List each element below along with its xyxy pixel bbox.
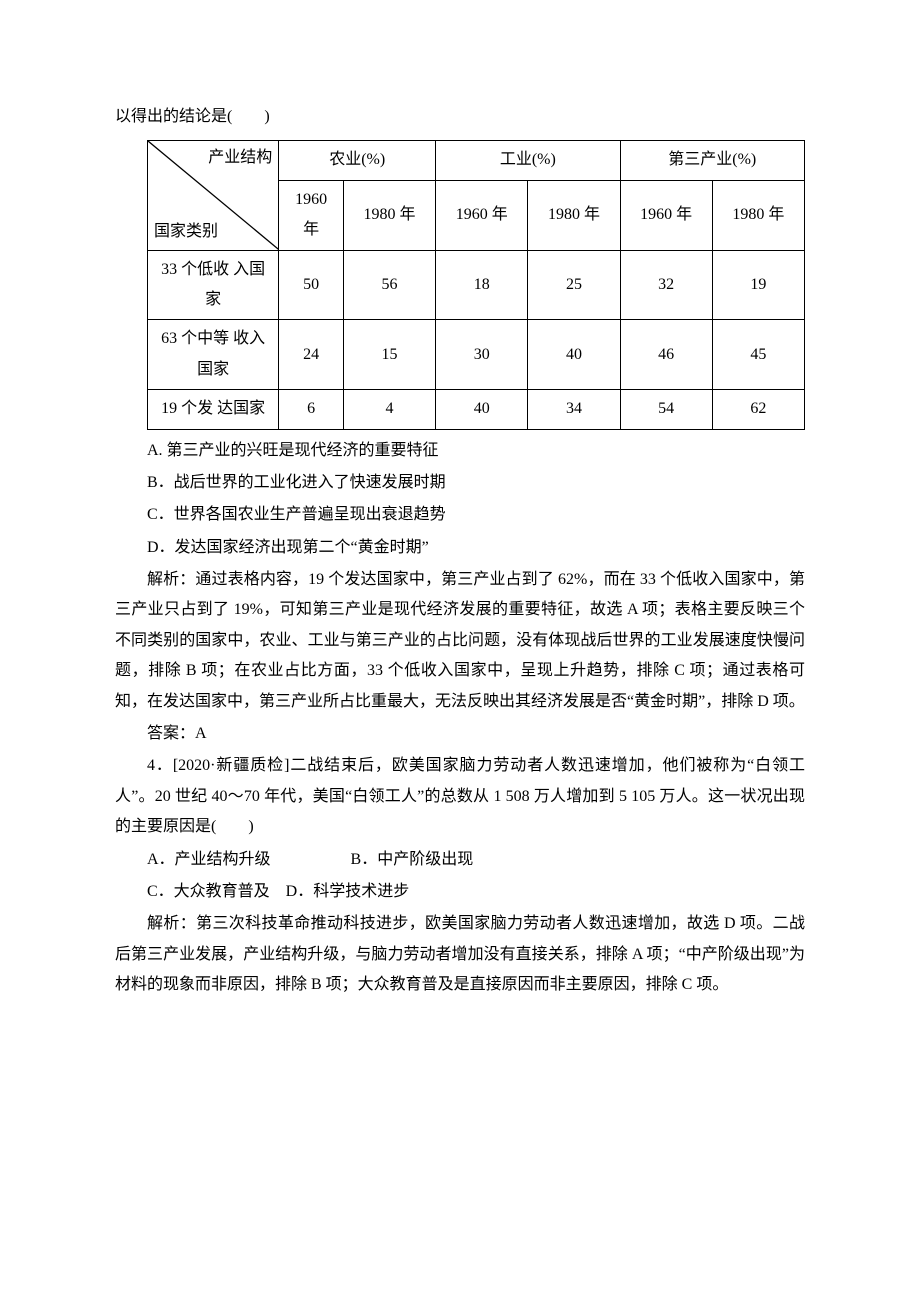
cell: 32 xyxy=(620,250,712,320)
cell: 50 xyxy=(279,250,344,320)
sub-header: 1960 年 xyxy=(436,180,528,250)
cell: 19 xyxy=(712,250,804,320)
diag-top-label: 产业结构 xyxy=(208,143,272,173)
cell: 18 xyxy=(436,250,528,320)
cell: 56 xyxy=(343,250,435,320)
cell: 62 xyxy=(712,390,804,429)
cell: 34 xyxy=(528,390,620,429)
cell: 40 xyxy=(528,320,620,390)
q3-option-b: B．战后世界的工业化进入了快速发展时期 xyxy=(115,468,805,498)
q3-option-d: D．发达国家经济出现第二个“黄金时期” xyxy=(115,533,805,563)
q4-options-line2: C．大众教育普及 D．科学技术进步 xyxy=(115,877,805,907)
cell: 6 xyxy=(279,390,344,429)
cell: 4 xyxy=(343,390,435,429)
sub-header: 1960 年 xyxy=(279,180,344,250)
cell: 24 xyxy=(279,320,344,390)
industry-table: 产业结构 国家类别 农业(%) 工业(%) 第三产业(%) 1960 年 198… xyxy=(147,140,805,429)
cell: 45 xyxy=(712,320,804,390)
row-label: 19 个发 达国家 xyxy=(148,390,279,429)
row-label: 63 个中等 收入国家 xyxy=(148,320,279,390)
cell: 54 xyxy=(620,390,712,429)
cell: 40 xyxy=(436,390,528,429)
q4-options-line1: A．产业结构升级 B．中产阶级出现 xyxy=(115,845,805,875)
q4-analysis: 解析：第三次科技革命推动科技进步，欧美国家脑力劳动者人数迅速增加，故选 D 项。… xyxy=(115,909,805,1000)
col-group-agri: 农业(%) xyxy=(279,141,436,180)
sub-header: 1980 年 xyxy=(528,180,620,250)
sub-header: 1980 年 xyxy=(712,180,804,250)
q3-answer: 答案：A xyxy=(115,719,805,749)
sub-header: 1980 年 xyxy=(343,180,435,250)
cell: 25 xyxy=(528,250,620,320)
col-group-tert: 第三产业(%) xyxy=(620,141,804,180)
table-row: 63 个中等 收入国家 24 15 30 40 46 45 xyxy=(148,320,805,390)
col-group-ind: 工业(%) xyxy=(436,141,620,180)
table-row: 19 个发 达国家 6 4 40 34 54 62 xyxy=(148,390,805,429)
q4-stem: 4．[2020·新疆质检]二战结束后，欧美国家脑力劳动者人数迅速增加，他们被称为… xyxy=(115,751,805,842)
cell: 46 xyxy=(620,320,712,390)
cell: 30 xyxy=(436,320,528,390)
sub-header: 1960 年 xyxy=(620,180,712,250)
q3-analysis: 解析：通过表格内容，19 个发达国家中，第三产业占到了 62%，而在 33 个低… xyxy=(115,565,805,717)
table-header-row-1: 产业结构 国家类别 农业(%) 工业(%) 第三产业(%) xyxy=(148,141,805,180)
q3-stem-fragment: 以得出的结论是( ) xyxy=(115,102,805,132)
q3-option-a: A. 第三产业的兴旺是现代经济的重要特征 xyxy=(115,436,805,466)
diag-bottom-label: 国家类别 xyxy=(154,217,218,247)
q3-option-c: C．世界各国农业生产普遍呈现出衰退趋势 xyxy=(115,500,805,530)
cell: 15 xyxy=(343,320,435,390)
row-label: 33 个低收 入国家 xyxy=(148,250,279,320)
table-row: 33 个低收 入国家 50 56 18 25 32 19 xyxy=(148,250,805,320)
table-diag-header: 产业结构 国家类别 xyxy=(148,141,279,250)
